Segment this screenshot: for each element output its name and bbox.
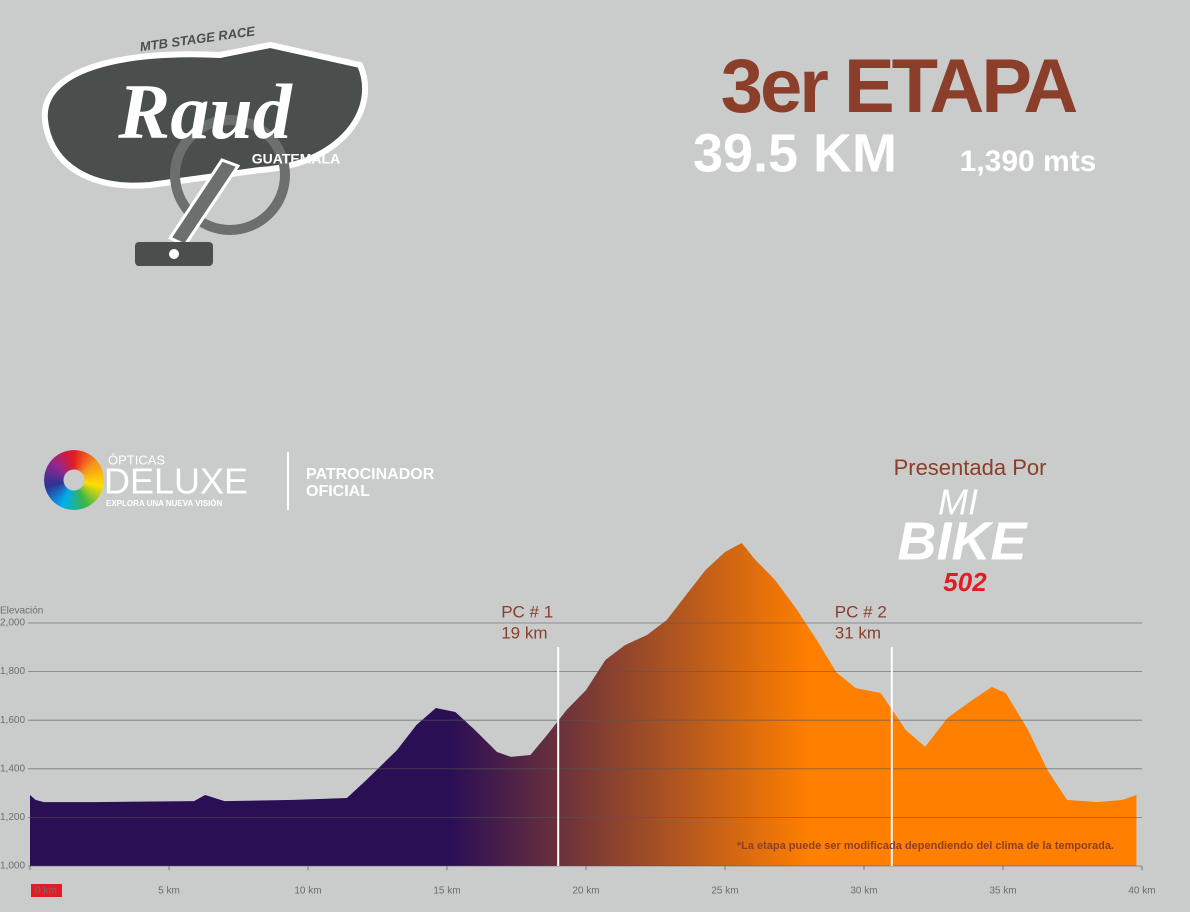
y-tick-label: 1,400: [0, 763, 25, 774]
y-tick-label: 1,200: [0, 812, 25, 823]
stage-title: 3er ETAPA: [721, 44, 1077, 129]
pedal-bolt: [169, 249, 179, 259]
x-tick-label: 20 km: [572, 886, 599, 897]
y-tick-label: 2,000: [0, 618, 25, 629]
x-tick-label: 35 km: [989, 886, 1016, 897]
y-tick-label: 1,000: [0, 861, 25, 872]
sponsor-ring: [44, 450, 104, 510]
presenter-line3: 502: [943, 567, 987, 597]
x-tick-label: 30 km: [850, 886, 877, 897]
presenter: Presentada Por MI BIKE 502: [894, 455, 1047, 597]
presenter-label: Presentada Por: [894, 455, 1047, 480]
checkpoint-km: 31 km: [835, 623, 881, 642]
x-tick-label: 10 km: [294, 886, 321, 897]
sponsor-role: PATROCINADOR OFICIAL: [306, 466, 435, 500]
y-tick-label: 1,800: [0, 666, 25, 677]
logo-country: GUATEMALA: [252, 151, 340, 167]
elevation-chart: 1,000 1,200 1,400 1,600 1,800 2,000 0 km 5 km 10…: [0, 543, 1156, 897]
presenter-line1: MI: [938, 482, 978, 523]
distance: 39.5 KM: [693, 123, 897, 183]
sponsor: ÓPTICAS DELUXE EXPLORA UNA NUEVA VISIÓN …: [44, 450, 435, 510]
checkpoint-label: PC # 2: [835, 602, 887, 621]
sponsor-brand: DELUXE: [104, 461, 248, 502]
x-tick-label: 40 km: [1128, 886, 1155, 897]
x-tick-label: 25 km: [711, 886, 738, 897]
logo-badge: [41, 41, 368, 189]
checkpoint-label: PC # 1: [501, 602, 553, 621]
y-axis-label: Elevación: [0, 606, 43, 617]
sponsor-role-box: PATROCINADOR OFICIAL: [306, 466, 435, 500]
x-tick-label: 15 km: [433, 886, 460, 897]
checkpoint-km: 19 km: [501, 623, 547, 642]
elevation-area: [30, 543, 1137, 866]
y-tick-label: 1,600: [0, 715, 25, 726]
sponsor-tagline: EXPLORA UNA NUEVA VISIÓN: [106, 499, 223, 508]
presenter-line2: BIKE: [897, 511, 1028, 571]
x-tick-label: 0 km: [35, 886, 57, 897]
chainring: [170, 115, 290, 235]
elevation-gain: 1,390 mts: [960, 145, 1097, 178]
sponsor-top: ÓPTICAS: [108, 452, 165, 467]
note: *La etapa puede ser modificada dependien…: [737, 840, 1114, 852]
logo-name: Raud: [117, 68, 292, 155]
x-tick-label: 5 km: [158, 886, 180, 897]
start-box: [31, 884, 62, 897]
